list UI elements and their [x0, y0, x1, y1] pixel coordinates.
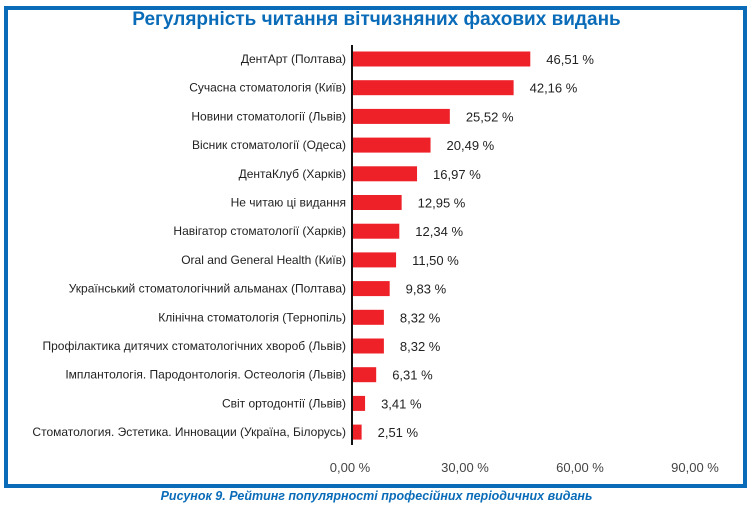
category-label: Oral and General Health (Київ)	[181, 253, 346, 267]
category-label: Навігатор стоматології (Харків)	[173, 224, 346, 238]
data-label: 12,95 %	[418, 196, 466, 211]
chart-frame	[4, 6, 747, 488]
data-label: 8,32 %	[400, 339, 441, 354]
bar	[352, 281, 390, 297]
category-label: Сучасна стоматологія (Київ)	[189, 81, 346, 95]
category-label: ДентАрт (Полтава)	[241, 52, 346, 66]
bar	[352, 166, 418, 182]
bar	[352, 51, 531, 67]
x-tick-label: 0,00 %	[330, 460, 371, 475]
category-label: Клінічна стоматологія (Тернопіль)	[158, 310, 346, 324]
category-label: Світ ортодонтії (Львів)	[222, 396, 346, 410]
data-label: 11,50 %	[412, 253, 459, 268]
data-label: 2,51 %	[378, 425, 419, 440]
bar	[352, 338, 384, 354]
bar	[352, 223, 400, 239]
data-label: 9,83 %	[406, 282, 447, 297]
x-tick-label: 60,00 %	[556, 460, 604, 475]
category-label: ДентаКлуб (Харків)	[239, 167, 346, 181]
data-label: 20,49 %	[447, 138, 495, 153]
data-label: 8,32 %	[400, 310, 441, 325]
bar	[352, 108, 450, 124]
category-label: Імплантологія. Пародонтологія. Остеологі…	[65, 368, 346, 382]
bar	[352, 137, 431, 153]
x-tick-label: 90,00 %	[671, 460, 719, 475]
bar	[352, 80, 514, 96]
data-label: 3,41 %	[381, 396, 422, 411]
category-label: Український стоматологічний альманах (По…	[69, 282, 346, 296]
data-label: 16,97 %	[433, 167, 481, 182]
bar	[352, 424, 362, 440]
bar	[352, 367, 377, 383]
bar	[352, 395, 366, 411]
figure-caption: Рисунок 9. Рейтинг популярності професій…	[160, 489, 593, 503]
category-label: Вісник стоматології (Одеса)	[192, 138, 346, 152]
data-label: 46,51 %	[546, 52, 594, 67]
category-label: Не читаю ці видання	[231, 196, 346, 210]
category-label: Профілактика дитячих стоматологічних хво…	[42, 339, 346, 353]
category-label: Стоматология. Эстетика. Инновации (Украї…	[32, 425, 346, 439]
data-label: 12,34 %	[415, 224, 463, 239]
category-label: Новини стоматології (Львів)	[191, 109, 346, 123]
x-tick-label: 30,00 %	[441, 460, 489, 475]
bar	[352, 309, 384, 325]
data-label: 25,52 %	[466, 109, 514, 124]
bar	[352, 195, 402, 210]
chart-title: Регулярність читання вітчизняних фахових…	[132, 9, 621, 30]
data-label: 42,16 %	[530, 81, 578, 96]
data-label: 6,31 %	[392, 368, 433, 383]
bar	[352, 252, 397, 268]
